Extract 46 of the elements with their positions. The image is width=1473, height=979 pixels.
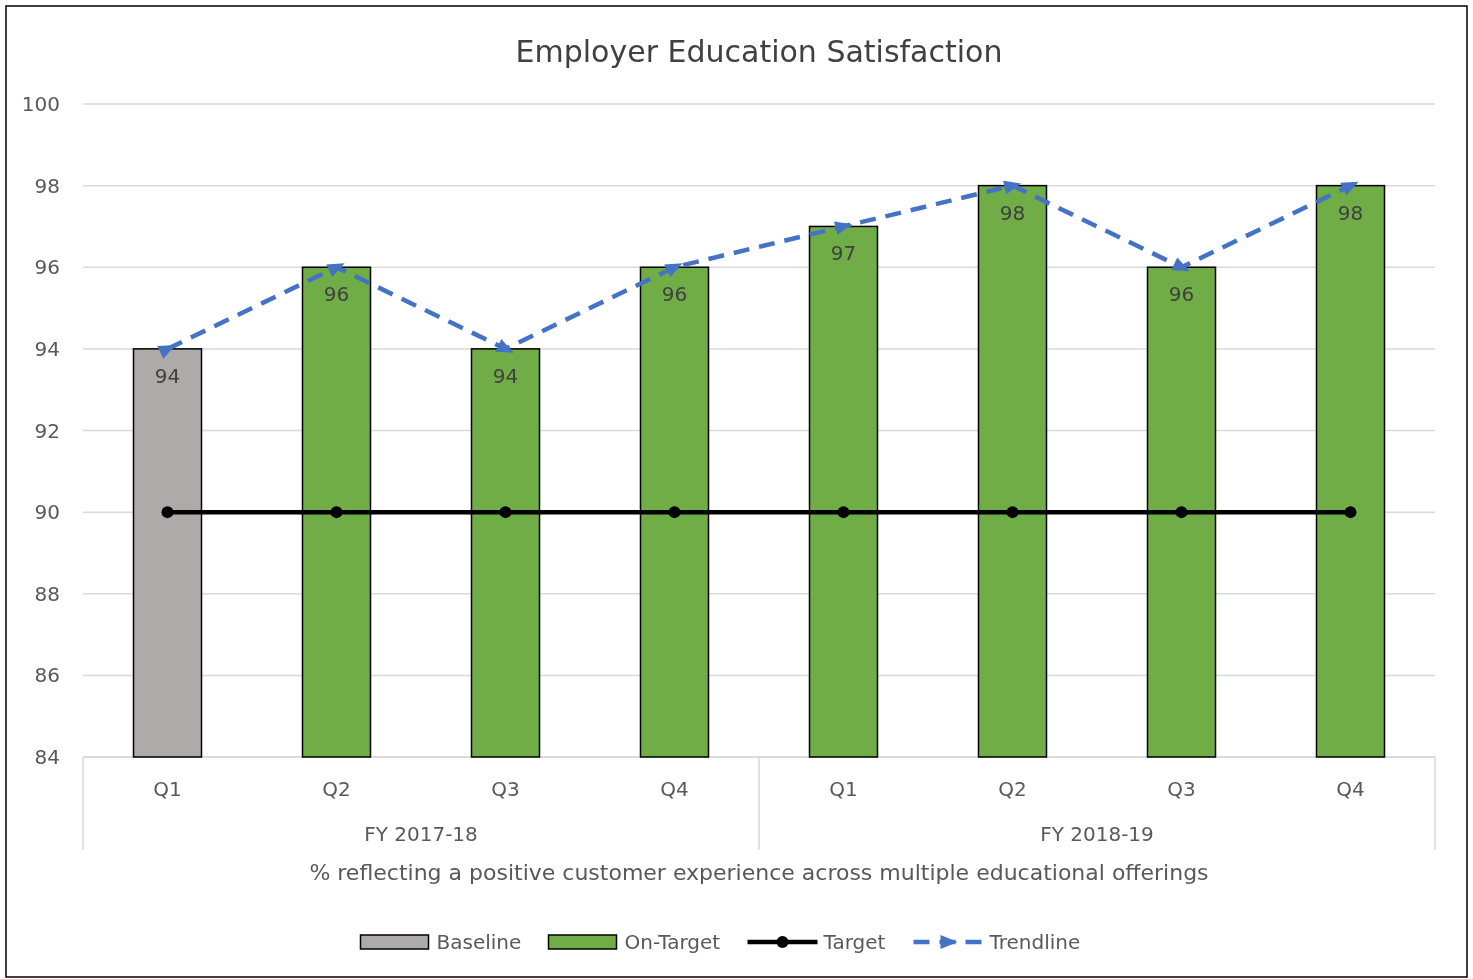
point — [837, 506, 850, 519]
y-tick-label: 86 — [34, 663, 60, 688]
chart-title: Employer Education Satisfaction — [515, 34, 1003, 69]
x-tick-label: Q2 — [998, 777, 1027, 801]
data-label: 98 — [1337, 200, 1364, 225]
point — [499, 506, 512, 519]
data-label: 94 — [492, 363, 519, 388]
legend-label: Trendline — [988, 930, 1081, 954]
point — [330, 506, 343, 519]
y-tick-label: 92 — [34, 418, 60, 443]
point — [1175, 506, 1188, 519]
x-tick-label: Q3 — [491, 777, 520, 801]
point — [664, 263, 683, 278]
x-tick-label: Q2 — [322, 777, 351, 801]
x-tick-label: Q4 — [660, 777, 689, 801]
point — [668, 506, 681, 519]
point — [1344, 506, 1357, 519]
x-axis-title: % reflecting a positive customer experience across multiple educational offerings — [309, 860, 1209, 885]
x-tick-label: Q4 — [1336, 777, 1365, 801]
point — [161, 506, 174, 519]
legend-label: Target — [822, 930, 886, 954]
data-label: 97 — [830, 241, 857, 266]
point — [1003, 180, 1022, 195]
point — [1340, 181, 1359, 196]
text: FY 2017-18 — [364, 822, 478, 846]
y-tick-label: 94 — [34, 336, 60, 361]
data-label: 98 — [999, 200, 1026, 225]
data-label: 96 — [1168, 282, 1195, 307]
x-tick-label: Q1 — [153, 777, 182, 801]
x-tick-label: Q3 — [1167, 777, 1196, 801]
y-tick-label: 88 — [34, 581, 60, 606]
data-label: 96 — [661, 282, 688, 307]
legend-label: Baseline — [436, 930, 522, 954]
point — [326, 263, 345, 278]
y-tick-label: 98 — [34, 173, 60, 198]
data-label: 94 — [154, 363, 181, 388]
y-tick-label: 90 — [34, 500, 60, 525]
y-tick-label: 84 — [34, 745, 60, 769]
data-label: 96 — [323, 282, 350, 307]
point — [1006, 506, 1019, 519]
text: FY 2018-19 — [1040, 822, 1154, 846]
legend-label: On-Target — [624, 930, 721, 954]
point — [834, 221, 853, 236]
x-tick-label: Q1 — [829, 777, 858, 801]
y-tick-label: 96 — [34, 255, 60, 280]
y-tick-label: 100 — [21, 92, 60, 116]
